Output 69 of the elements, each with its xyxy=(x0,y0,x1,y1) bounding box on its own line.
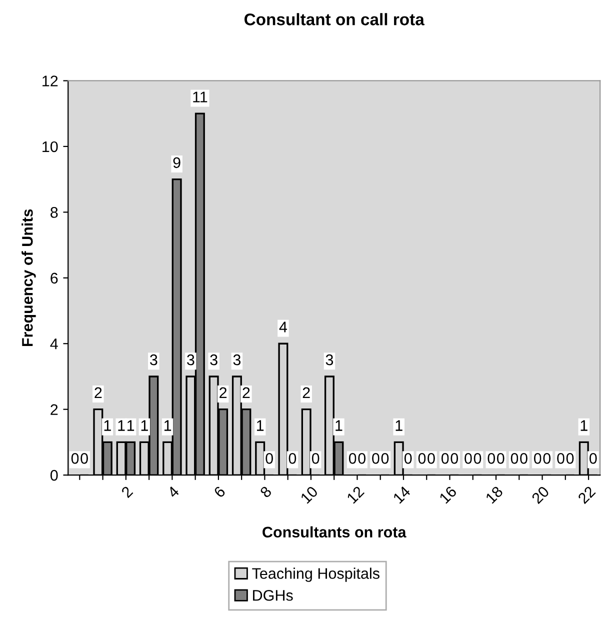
data-label: 0 xyxy=(404,453,412,464)
data-label: 0 xyxy=(372,453,380,464)
data-label: 0 xyxy=(488,453,496,464)
data-label: 3 xyxy=(150,354,158,366)
x-tick-label: 4 xyxy=(166,486,180,498)
data-label: 3 xyxy=(326,354,334,366)
y-tick-label: 10 xyxy=(42,141,58,152)
chart-title: Consultant on call rota xyxy=(244,13,424,26)
data-label: 0 xyxy=(543,453,551,464)
data-label: 1 xyxy=(127,420,134,431)
y-tick-label: 8 xyxy=(50,207,58,218)
data-label: 0 xyxy=(450,453,458,464)
data-label: 0 xyxy=(288,453,296,464)
data-label: 0 xyxy=(71,453,79,464)
data-label: 0 xyxy=(428,453,435,464)
x-axis-title: Consultants on rota xyxy=(262,526,406,538)
y-tick-label: 6 xyxy=(50,272,58,284)
data-label: 0 xyxy=(441,453,449,464)
data-label: 2 xyxy=(220,387,227,398)
data-label: 0 xyxy=(590,453,597,464)
data-label: 2 xyxy=(94,387,102,398)
data-label: 11 xyxy=(193,92,208,102)
data-label: 1 xyxy=(164,420,172,431)
data-label: 0 xyxy=(381,453,389,464)
x-tick-label: 16 xyxy=(438,486,458,504)
data-label: 1 xyxy=(336,420,342,431)
x-tick-label: 8 xyxy=(259,486,272,498)
data-label: 0 xyxy=(348,453,356,464)
x-tick-label: 12 xyxy=(346,486,365,504)
data-label: 0 xyxy=(358,453,366,464)
x-tick-label: 10 xyxy=(300,485,318,504)
data-label: 0 xyxy=(566,453,574,464)
data-label: 0 xyxy=(474,453,482,464)
data-label: 0 xyxy=(496,453,504,464)
legend-label: DGHs xyxy=(253,590,293,601)
data-label: 1 xyxy=(396,420,402,431)
data-label: 0 xyxy=(80,453,88,464)
data-label: 1 xyxy=(256,420,264,431)
x-tick-label: 6 xyxy=(213,486,226,498)
data-label: 9 xyxy=(173,157,180,168)
data-label: 2 xyxy=(302,387,310,398)
data-label: 1 xyxy=(141,420,148,431)
data-label: 1 xyxy=(580,420,588,431)
data-label: 3 xyxy=(233,354,241,366)
data-label: 0 xyxy=(534,453,542,464)
data-label: 0 xyxy=(464,453,472,464)
data-label: 0 xyxy=(510,453,518,464)
data-label: 0 xyxy=(557,453,564,464)
y-tick-label: 2 xyxy=(50,404,58,415)
y-tick-label: 4 xyxy=(50,338,58,350)
data-label: 3 xyxy=(187,354,194,366)
x-tick-label: 20 xyxy=(531,485,550,504)
x-tick-label: 14 xyxy=(392,486,411,504)
x-tick-label: 2 xyxy=(120,486,134,498)
data-label: 0 xyxy=(520,453,528,464)
y-axis-title: Frequency of Units xyxy=(22,209,36,346)
x-tick-label: 22 xyxy=(577,486,596,504)
data-label: 0 xyxy=(418,453,426,464)
x-tick-label: 18 xyxy=(485,486,504,504)
y-tick-label: 0 xyxy=(50,470,58,481)
data-label: 4 xyxy=(279,322,288,332)
legend-label: Teaching Hospitals xyxy=(252,568,380,582)
data-label: 0 xyxy=(312,453,320,464)
data-label: 0 xyxy=(266,453,273,464)
data-label: 1 xyxy=(104,420,111,431)
y-tick-label: 12 xyxy=(42,76,58,86)
data-label: 2 xyxy=(242,387,250,398)
data-label: 3 xyxy=(210,354,218,366)
data-label: 1 xyxy=(118,420,125,431)
